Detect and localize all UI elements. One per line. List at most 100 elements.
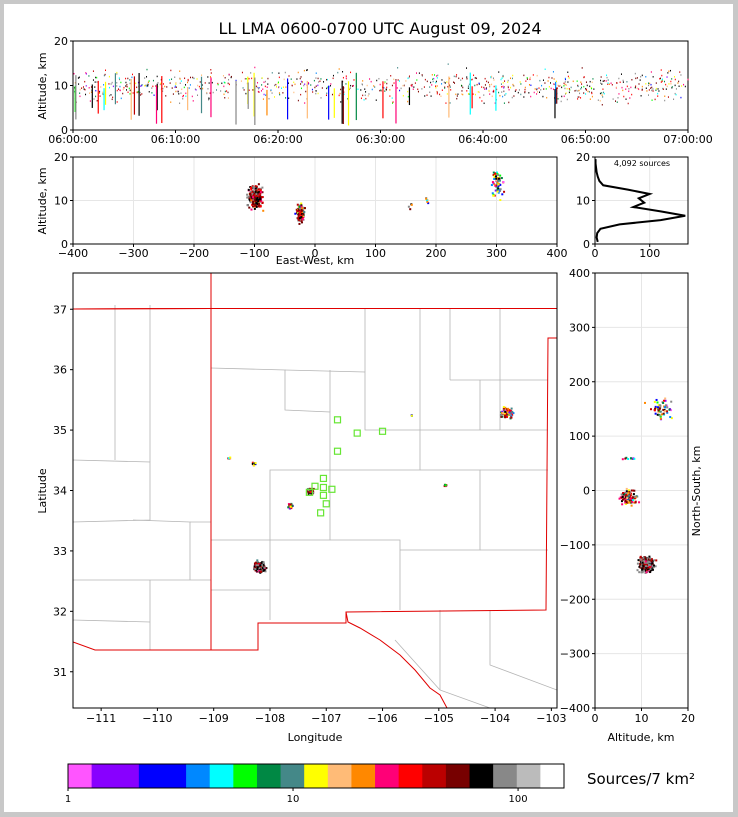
map-source-point xyxy=(262,569,265,572)
time-source-point xyxy=(651,99,653,101)
ns-source-point xyxy=(651,562,654,565)
time-source-point xyxy=(291,84,293,87)
time-source-point xyxy=(421,88,423,90)
map-source-point xyxy=(288,507,291,510)
time-source-point xyxy=(665,83,667,86)
ew-source-point xyxy=(499,179,502,182)
lma-station-marker xyxy=(333,416,342,424)
time-source-point xyxy=(542,95,544,98)
map-x-label: −104 xyxy=(480,712,510,725)
time-source-point xyxy=(378,77,380,80)
map-source-point xyxy=(259,570,262,573)
lma-station-marker xyxy=(311,482,319,490)
time-source-point xyxy=(111,98,113,101)
time-source-point xyxy=(546,96,548,99)
time-source-point xyxy=(95,76,97,79)
ns-source-point xyxy=(668,408,671,411)
time-source-point xyxy=(444,82,446,84)
time-source-point xyxy=(435,87,437,89)
ns-source-point xyxy=(642,569,645,572)
time-source-point xyxy=(395,79,397,81)
lma-station-marker xyxy=(353,429,361,437)
ew-source-point xyxy=(252,193,255,196)
time-source-point xyxy=(533,91,535,94)
time-source-point xyxy=(151,92,153,94)
time-source-point xyxy=(591,87,593,90)
ns-source-point xyxy=(639,564,642,567)
ew-source-point xyxy=(257,195,260,198)
time-source-point xyxy=(224,82,226,84)
time-source-point xyxy=(146,68,148,71)
time-source-point xyxy=(183,86,185,89)
ew-source-point xyxy=(494,184,497,187)
time-source-point xyxy=(625,88,627,90)
time-source-point xyxy=(262,88,264,90)
time-source-point xyxy=(552,88,554,91)
plan-view-ylabel: Latitude xyxy=(36,468,49,514)
time-source-point xyxy=(201,84,203,86)
time-source-point xyxy=(668,70,670,72)
ew-source-point xyxy=(254,203,257,206)
time-source-point xyxy=(637,88,639,90)
ew-source-point xyxy=(260,191,263,194)
time-source-point xyxy=(244,78,246,80)
time-source-point xyxy=(315,90,317,92)
ew-source-point xyxy=(256,198,259,201)
time-source-point xyxy=(206,91,208,94)
time-source-point xyxy=(170,69,172,72)
ew-source-point xyxy=(407,205,410,208)
ns-source-point xyxy=(659,404,662,407)
ns-source-point xyxy=(659,417,662,420)
time-source-point xyxy=(299,77,301,80)
colorbar-cell xyxy=(186,764,211,788)
time-source-point xyxy=(655,87,657,90)
time-source-point xyxy=(612,98,614,100)
time-source-point xyxy=(553,78,555,80)
time-source-point xyxy=(184,77,186,80)
ns-source-point xyxy=(649,568,652,571)
ew-source-point xyxy=(496,190,499,193)
time-source-point xyxy=(511,77,513,80)
time-source-point xyxy=(525,80,527,82)
map-source-point xyxy=(509,409,512,412)
colorbar-cell xyxy=(280,764,305,788)
ns-source-point xyxy=(648,561,651,564)
time-source-point xyxy=(304,102,306,104)
time-source-point xyxy=(670,80,672,83)
time-source-point xyxy=(591,81,593,84)
time-source-point xyxy=(264,85,266,88)
ew-source-point xyxy=(501,193,504,196)
time-source-point xyxy=(489,84,491,86)
ew-source-point xyxy=(500,177,503,180)
ew-source-point xyxy=(297,208,300,211)
hist-y-label: 10 xyxy=(576,195,590,208)
time-source-point xyxy=(293,81,295,84)
hist-x-label: 100 xyxy=(639,247,660,260)
ew-source-point xyxy=(253,192,256,195)
time-source-point xyxy=(530,84,532,87)
time-source-point xyxy=(668,83,670,85)
map-source-point xyxy=(510,416,513,419)
ew-source-point xyxy=(503,190,506,193)
time-source-point xyxy=(646,90,648,92)
ew-source-point xyxy=(427,202,430,205)
ns-source-point xyxy=(642,556,645,559)
map-source-point xyxy=(312,491,315,494)
lma-figure: LL LMA 0600-0700 UTC August 09, 2024 06:… xyxy=(36,19,713,805)
time-source-point xyxy=(141,84,143,86)
ew-x-label: 300 xyxy=(486,247,507,260)
time-source-point xyxy=(542,79,544,81)
time-source-point xyxy=(386,78,388,81)
time-source-point xyxy=(456,74,458,76)
map-source-point xyxy=(309,491,312,494)
time-source-point xyxy=(366,84,368,87)
histogram-annotation: 4,092 sources xyxy=(614,159,670,168)
time-source-point xyxy=(397,79,399,81)
time-source-point xyxy=(671,86,673,88)
time-source-point xyxy=(211,81,213,84)
time-source-point xyxy=(657,88,659,90)
time-source-point xyxy=(593,88,595,90)
time-source-point xyxy=(512,85,514,87)
ew-source-point xyxy=(247,195,250,198)
map-x-label: −109 xyxy=(199,712,229,725)
